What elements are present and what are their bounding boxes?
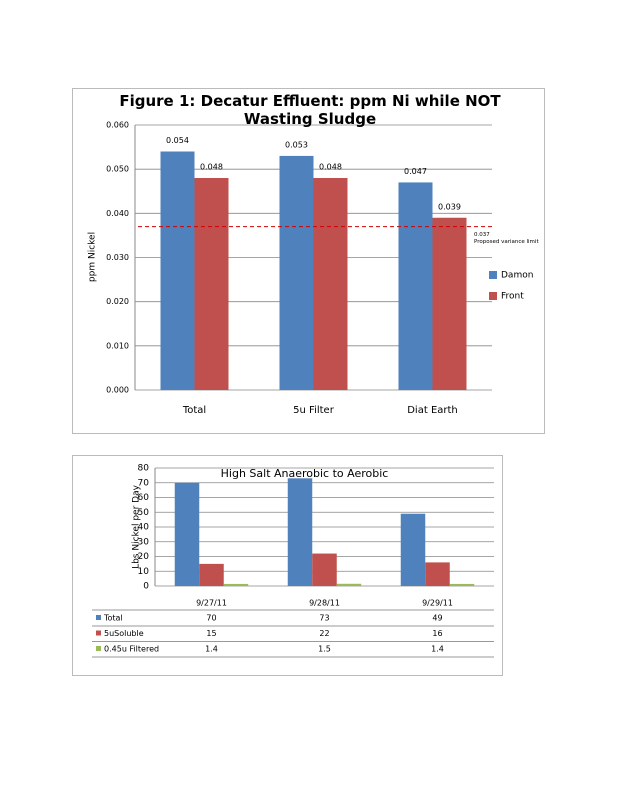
bar bbox=[398, 182, 433, 390]
table-row-label: Total bbox=[103, 614, 123, 623]
y-tick-label: 10 bbox=[138, 567, 150, 577]
y-tick-label: 40 bbox=[138, 523, 150, 533]
chart-title: Figure 1: Decatur Effluent: ppm Ni while… bbox=[119, 92, 501, 128]
bar bbox=[279, 155, 314, 390]
y-tick-label: 0.050 bbox=[106, 165, 129, 174]
table-header: 9/27/11 bbox=[196, 599, 227, 608]
bar bbox=[425, 562, 450, 586]
chart-frame bbox=[72, 88, 545, 434]
y-tick-label: 70 bbox=[138, 478, 150, 488]
y-tick-label: 0.000 bbox=[106, 386, 129, 395]
table-cell: 73 bbox=[319, 614, 329, 623]
legend-swatch bbox=[96, 630, 101, 636]
data-label: 0.047 bbox=[404, 167, 427, 176]
bar bbox=[449, 583, 475, 586]
bar bbox=[312, 553, 337, 586]
bar bbox=[174, 482, 200, 586]
bar bbox=[432, 217, 467, 390]
table-row-label: 0.45u Filtered bbox=[104, 645, 159, 654]
table-cell: 16 bbox=[432, 629, 442, 638]
y-tick-label: 60 bbox=[138, 493, 150, 503]
y-tick-label: 20 bbox=[138, 552, 150, 562]
y-tick-label: 0.020 bbox=[106, 297, 129, 306]
bar bbox=[160, 151, 195, 390]
table-cell: 1.4 bbox=[431, 645, 444, 654]
data-label: 0.053 bbox=[285, 140, 308, 149]
legend-swatch bbox=[489, 271, 497, 279]
legend-swatch bbox=[96, 615, 101, 620]
y-tick-label: 0.010 bbox=[106, 341, 129, 350]
table-cell: 1.5 bbox=[318, 645, 331, 654]
y-tick-label: 0.060 bbox=[106, 121, 129, 130]
table-row-label: 5uSoluble bbox=[104, 629, 144, 638]
y-axis-label: Lbs Nickel per Day bbox=[132, 484, 142, 569]
chart-frame bbox=[72, 455, 503, 676]
y-tick-label: 30 bbox=[138, 537, 150, 547]
x-tick-label: 5u Filter bbox=[293, 405, 335, 416]
table-cell: 15 bbox=[206, 629, 216, 638]
y-tick-label: 0 bbox=[143, 582, 149, 592]
legend-label: Front bbox=[501, 292, 524, 302]
data-label: 0.048 bbox=[319, 163, 342, 172]
table-cell: 1.4 bbox=[205, 645, 218, 654]
data-label: 0.054 bbox=[166, 136, 189, 145]
y-tick-label: 0.030 bbox=[106, 253, 129, 262]
x-tick-label: Diat Earth bbox=[407, 405, 458, 416]
bar bbox=[223, 583, 249, 586]
table-cell: 70 bbox=[206, 614, 216, 623]
y-tick-label: 50 bbox=[138, 508, 150, 518]
legend-swatch bbox=[489, 292, 497, 300]
bar bbox=[313, 178, 348, 390]
table-cell: 22 bbox=[319, 629, 329, 638]
bar bbox=[336, 583, 362, 586]
table-header: 9/29/11 bbox=[422, 599, 453, 608]
bar bbox=[194, 178, 229, 390]
data-label: 0.039 bbox=[438, 202, 461, 211]
legend-swatch bbox=[96, 646, 101, 651]
x-tick-label: Total bbox=[182, 405, 206, 416]
y-tick-label: 80 bbox=[138, 464, 150, 474]
data-label: 0.048 bbox=[200, 163, 223, 172]
y-axis-label: ppm Nickel bbox=[88, 232, 98, 282]
bar bbox=[400, 513, 426, 586]
table-header: 9/28/11 bbox=[309, 599, 340, 608]
legend-label: Damon bbox=[501, 271, 533, 281]
bar bbox=[199, 563, 224, 586]
y-tick-label: 0.040 bbox=[106, 209, 129, 218]
reference-label: 0.037 bbox=[474, 232, 490, 238]
table-cell: 49 bbox=[432, 614, 442, 623]
chart-title: High Salt Anaerobic to Aerobic bbox=[221, 467, 389, 480]
reference-label: Proposed variance limit bbox=[474, 239, 539, 245]
bar bbox=[287, 478, 313, 586]
